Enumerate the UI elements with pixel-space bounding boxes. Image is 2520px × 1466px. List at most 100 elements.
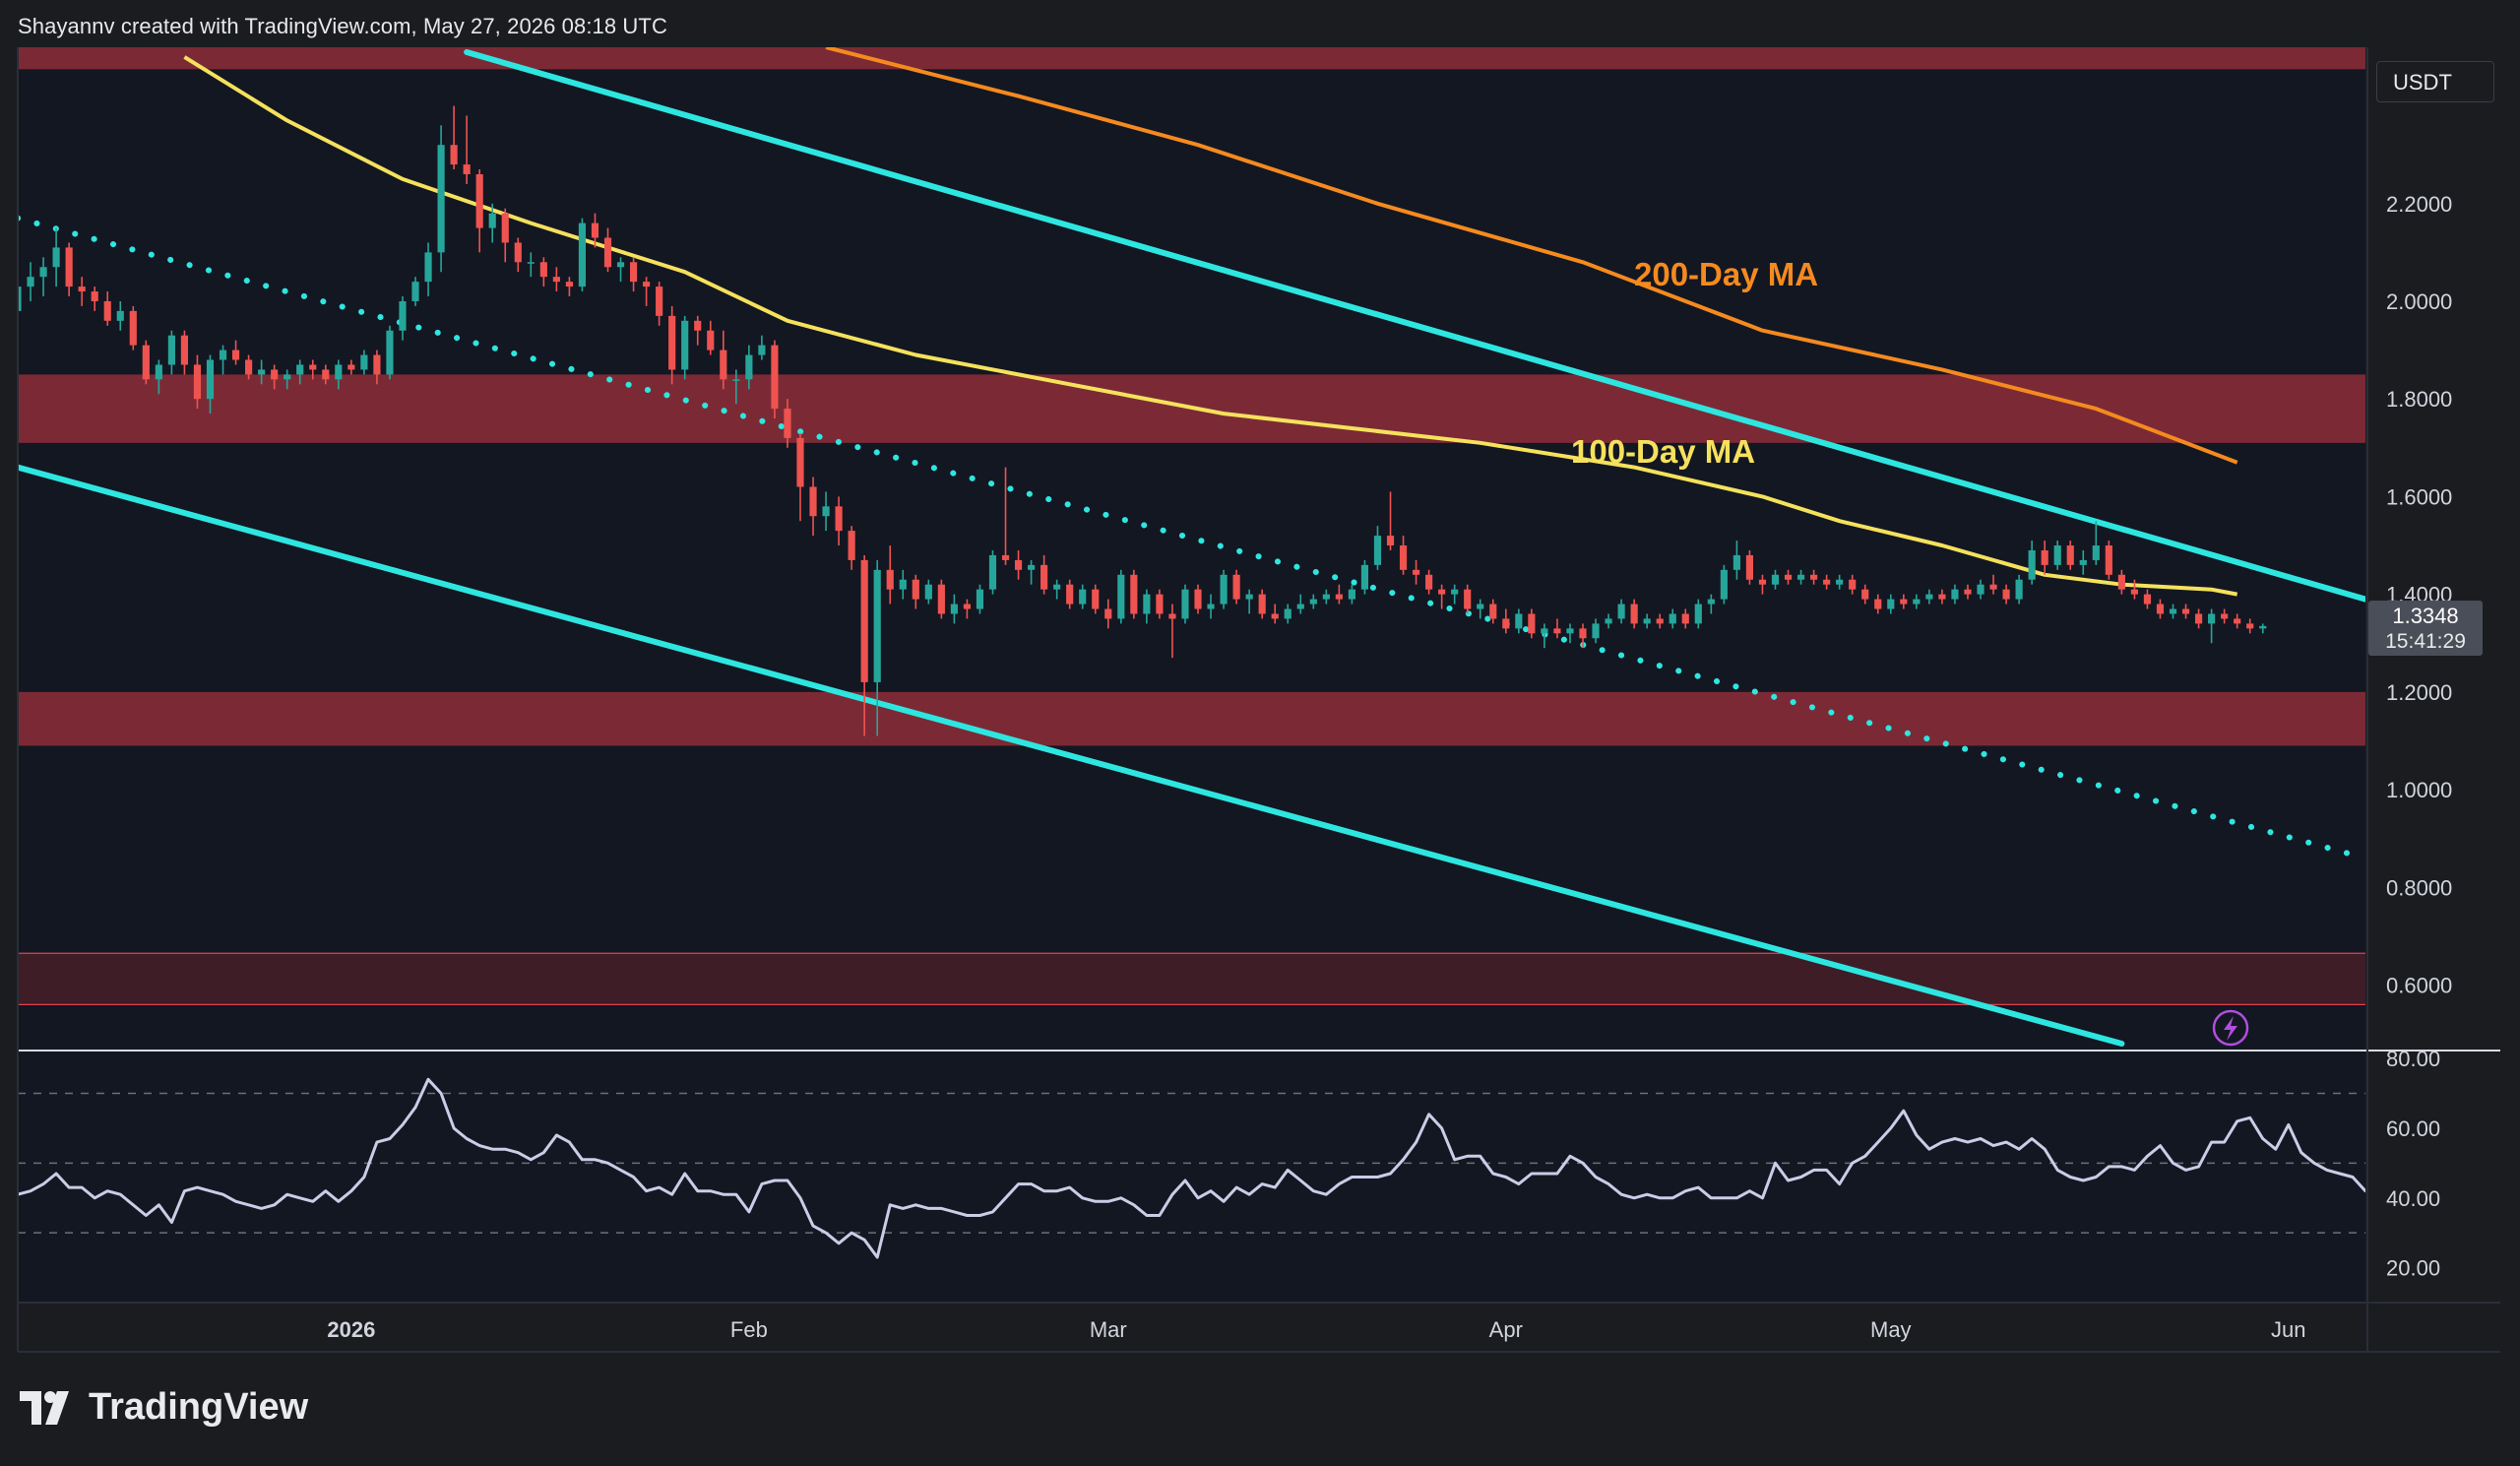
candle xyxy=(2208,608,2216,644)
candle-body xyxy=(309,364,317,370)
candle xyxy=(578,218,587,292)
ma-100-label: 100-Day MA xyxy=(1571,433,1755,470)
candle xyxy=(1617,599,1625,624)
candle-body xyxy=(386,330,394,375)
candle xyxy=(180,330,189,375)
attribution-text: Shayannv created with TradingView.com, M… xyxy=(18,14,667,38)
candle xyxy=(424,242,432,297)
candle xyxy=(1399,536,1408,575)
candle xyxy=(1836,574,1844,590)
candle xyxy=(603,227,612,273)
candle xyxy=(399,296,407,341)
rsi-line xyxy=(18,1077,2365,1259)
candle xyxy=(1502,608,1510,634)
candle xyxy=(1335,584,1343,605)
candle-body xyxy=(1232,574,1240,600)
candle-body xyxy=(603,237,612,268)
candle xyxy=(796,432,804,522)
candle xyxy=(643,277,651,306)
candle xyxy=(206,354,215,414)
candle-body xyxy=(193,364,202,400)
candle-body xyxy=(681,320,689,370)
brand[interactable]: TradingView xyxy=(20,1386,308,1429)
candle xyxy=(322,364,330,385)
price-tick-label: 2.0000 xyxy=(2386,289,2452,314)
candle xyxy=(2066,541,2074,570)
candle-body xyxy=(784,409,791,438)
candle xyxy=(245,354,253,380)
candle-body xyxy=(1720,569,1728,600)
rsi-tick-label: 20.00 xyxy=(2386,1256,2440,1281)
channel-lower xyxy=(18,464,2125,1048)
candle xyxy=(1220,569,1228,609)
candle-body xyxy=(1028,564,1036,570)
candle xyxy=(1887,594,1895,614)
candle-body xyxy=(1438,589,1446,595)
candle-body xyxy=(1373,536,1382,565)
candle-body xyxy=(206,359,215,400)
candle xyxy=(373,350,381,385)
candle-body xyxy=(1412,569,1420,575)
candle xyxy=(91,287,98,311)
candle xyxy=(78,277,86,306)
lightning-icon-bolt xyxy=(2224,1016,2237,1041)
candle-body xyxy=(1489,604,1497,619)
candle xyxy=(65,242,73,297)
candle-body xyxy=(501,213,509,243)
candle xyxy=(784,399,791,448)
lightning-icon[interactable] xyxy=(2212,1009,2249,1047)
candle xyxy=(1322,589,1330,605)
candle xyxy=(2156,599,2165,619)
candle xyxy=(1438,584,1446,609)
candle-body xyxy=(18,287,22,311)
candle-body xyxy=(924,584,932,600)
candle xyxy=(1245,589,1253,614)
candle xyxy=(2041,541,2048,575)
candle-body xyxy=(1014,559,1023,570)
candle-body xyxy=(463,164,471,174)
candle xyxy=(1156,589,1164,619)
candle-body xyxy=(103,300,111,321)
candle xyxy=(2028,541,2036,585)
candle xyxy=(335,359,343,390)
candle-body xyxy=(1245,594,1253,600)
candle xyxy=(1309,594,1317,609)
candle-body xyxy=(1553,628,1561,634)
candle xyxy=(1515,608,1523,634)
candle-body xyxy=(296,364,304,375)
price-tick-label: 1.6000 xyxy=(2386,484,2452,509)
lower-support-zone xyxy=(18,691,2365,746)
candle-body xyxy=(1284,608,1292,619)
candle-body xyxy=(899,579,907,590)
candle-body xyxy=(2208,613,2216,624)
candle xyxy=(988,549,997,595)
candle-body xyxy=(527,262,535,264)
candle xyxy=(1605,613,1612,629)
candle xyxy=(347,359,355,375)
currency-button[interactable]: USDT xyxy=(2376,61,2494,102)
top-supply-zone xyxy=(18,47,2365,70)
candle-body xyxy=(1707,599,1715,605)
candle xyxy=(2234,613,2241,629)
candle-body xyxy=(1758,579,1767,585)
candle xyxy=(668,305,676,385)
candle-body xyxy=(1977,584,1984,595)
candle xyxy=(656,282,663,326)
candle-body xyxy=(1335,594,1343,600)
price-tick-label: 1.8000 xyxy=(2386,387,2452,412)
candle-body xyxy=(1989,584,1997,590)
candle xyxy=(1964,584,1972,600)
candle-body xyxy=(1913,599,1921,605)
candle xyxy=(155,359,162,395)
candle xyxy=(1656,613,1664,629)
candle xyxy=(976,584,984,614)
deep-support-zone xyxy=(18,953,2365,1005)
candle xyxy=(2130,579,2138,600)
candle-body xyxy=(1451,589,1459,595)
candle-body xyxy=(796,437,804,487)
time-tick-label: May xyxy=(1870,1317,1912,1342)
rsi-tick-label: 40.00 xyxy=(2386,1186,2440,1211)
candle-body xyxy=(1258,594,1266,614)
